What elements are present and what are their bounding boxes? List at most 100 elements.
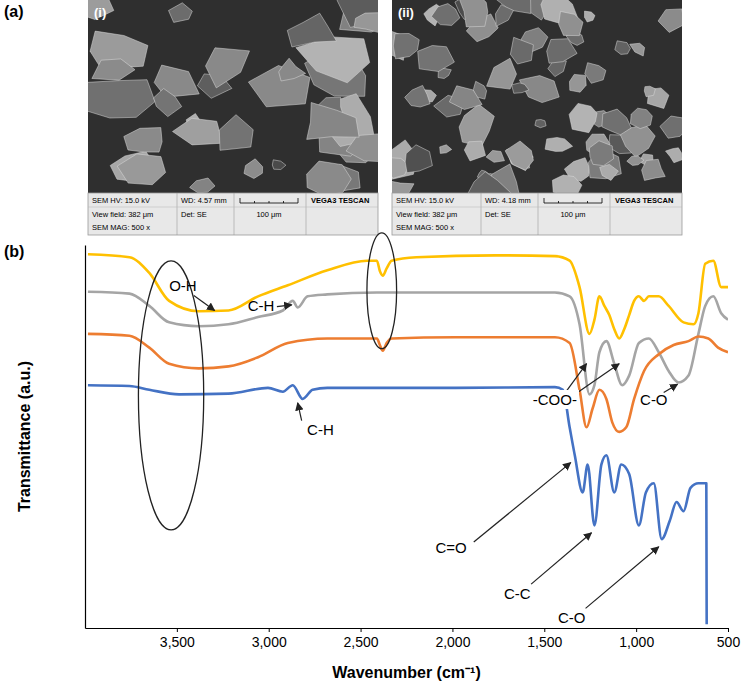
particle [88, 0, 114, 19]
particle [496, 5, 514, 27]
particle [467, 172, 511, 193]
particle [660, 116, 682, 138]
particle [512, 83, 529, 94]
y-axis-line [85, 246, 86, 629]
x-tick: 3,500 [160, 628, 195, 650]
particle [505, 141, 533, 170]
y-axis [85, 246, 86, 629]
particle [666, 148, 683, 163]
panel-label: (b) [4, 243, 24, 260]
scale-bar [544, 198, 602, 203]
image-background [392, 0, 682, 193]
annotation-arrow [531, 533, 591, 584]
particle [535, 120, 546, 128]
panel-label: (a) [4, 3, 24, 20]
annotation: -COO- [531, 390, 579, 409]
image-label: (ii) [398, 5, 414, 20]
image-label: (i) [94, 5, 106, 20]
particle [279, 58, 306, 81]
info-text: View field: 382 μm [92, 210, 153, 219]
annotation-label: C-C [504, 585, 531, 602]
x-tick-mark [269, 628, 270, 632]
x-tick-mark [636, 628, 637, 632]
particle [219, 115, 253, 151]
info-bar [392, 193, 682, 235]
scale-bar-label: 100 μm [256, 210, 281, 219]
highlight-ellipse [367, 233, 397, 349]
x-tick: 1,000 [619, 628, 654, 650]
x-tick: 2,000 [435, 628, 470, 650]
particle [585, 11, 596, 22]
particle [589, 141, 613, 166]
info-text: WD: 4.18 mm [485, 196, 531, 205]
particle [552, 175, 582, 193]
info-text: SEM HV: 15.0 kV [92, 196, 150, 205]
spectrum-line [88, 292, 728, 395]
annotation-label: -COO- [533, 391, 577, 408]
info-divider [177, 193, 178, 235]
particle [486, 150, 504, 162]
particle [600, 164, 619, 180]
particle [346, 134, 378, 162]
particle [585, 63, 606, 84]
annotation-patch [531, 390, 579, 409]
particle [642, 159, 666, 180]
highlight-ellipse [138, 261, 203, 530]
info-divider [392, 207, 682, 208]
x-tick-mark [544, 628, 545, 632]
particle [287, 13, 336, 47]
x-tick-mark [177, 628, 178, 632]
info-divider [88, 207, 378, 208]
x-axis-line [86, 628, 729, 629]
spectrum-line [88, 334, 728, 432]
x-tick-label: 2,500 [344, 634, 379, 650]
info-divider [306, 193, 307, 235]
info-text: Det: SE [181, 210, 207, 219]
particle [244, 159, 263, 179]
particle [431, 4, 459, 26]
particle [206, 48, 250, 88]
particle [459, 104, 494, 146]
particle [569, 103, 597, 132]
annotation: C=O [435, 539, 466, 556]
info-divider [234, 193, 235, 235]
annotation: C-C [504, 585, 531, 602]
x-tick-label: 2,000 [435, 634, 470, 650]
info-text: SEM MAG: 500 x [92, 223, 150, 232]
annotation-label: C-H [307, 421, 334, 438]
annotation-label: C-H [248, 297, 275, 314]
annotation-label: O-H [169, 277, 197, 294]
image-particles [392, 0, 682, 193]
x-tick-label: 1,000 [619, 634, 654, 650]
particle [545, 138, 573, 152]
x-tick: 2,500 [344, 628, 379, 650]
annotations: O-HC-HC-H-COO-C-OC=OC-CC-O [138, 233, 677, 626]
particle [630, 43, 645, 56]
x-tick-mark [452, 628, 453, 632]
annotation: C-O [558, 609, 586, 626]
annotation-arrow [586, 547, 659, 609]
particle [644, 86, 655, 97]
x-tick-label: 3,500 [160, 634, 195, 650]
particle [190, 178, 215, 193]
scale-bar [240, 198, 298, 203]
annotation: C-H [248, 297, 275, 314]
particle [510, 37, 533, 64]
figure: (a) (i) SEM HV: 15.0 kV View field: 382 μm S… [0, 0, 750, 690]
particle [354, 13, 378, 33]
particle [405, 145, 432, 173]
x-tick: 1,500 [527, 628, 562, 650]
particle [615, 41, 631, 55]
annotation-arrow [277, 305, 292, 307]
info-text: SEM MAG: 500 x [396, 223, 454, 232]
particle [418, 46, 455, 72]
info-divider [538, 193, 539, 235]
sem-image: (i) SEM HV: 15.0 kV View field: 382 μm SEM … [70, 0, 405, 235]
particle [154, 89, 182, 117]
info-text: VEGA3 TESCAN [311, 196, 369, 205]
annotation-label: C-O [558, 609, 586, 626]
x-axis-title: Wavenumber (cm⁻¹) [332, 664, 480, 681]
info-text: WD: 4.57 mm [181, 196, 227, 205]
particle [169, 3, 193, 23]
spectrum-line [88, 385, 707, 624]
